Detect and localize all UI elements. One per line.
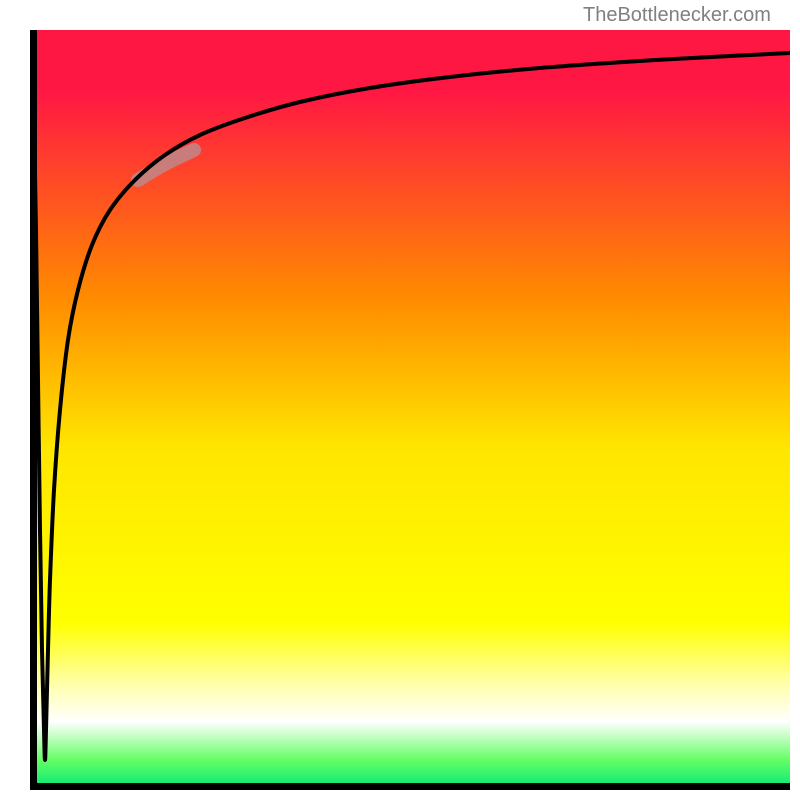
curve-layer: [30, 30, 790, 790]
bottleneck-chart: TheBottlenecker.com: [0, 0, 800, 800]
axis-bottom: [30, 783, 790, 790]
axis-left: [30, 30, 37, 790]
plot-area: [30, 30, 790, 790]
bottleneck-curve: [30, 30, 790, 760]
watermark-text: TheBottlenecker.com: [583, 4, 771, 27]
